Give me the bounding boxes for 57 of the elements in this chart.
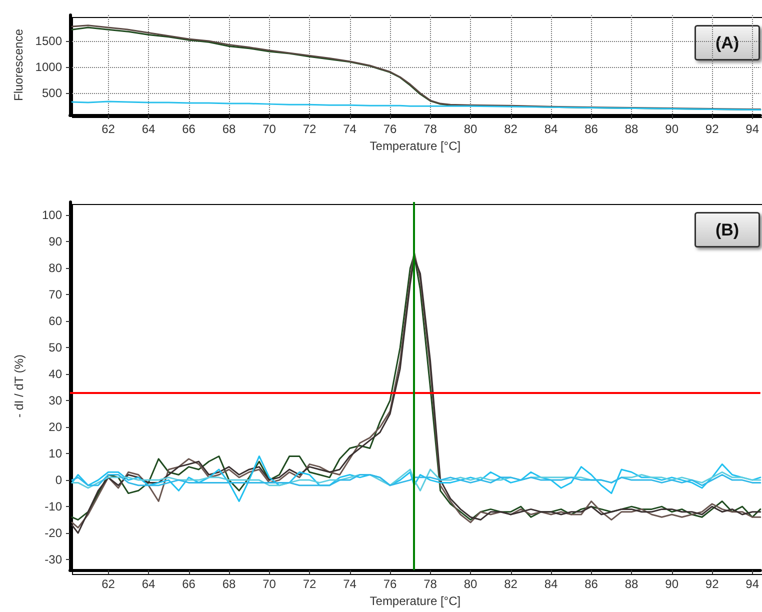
x-tick-label: 92 [705,577,720,592]
annotation: (A) [715,33,740,52]
x-tick-label: 74 [343,577,357,592]
x-tick-label: 88 [624,577,639,592]
y-tick-label: -10 [44,500,62,514]
x-tick-label: 82 [504,122,518,136]
y-tick-label: -30 [44,552,62,567]
x-tick-label: 82 [504,577,518,592]
x-tick-label: 62 [102,577,116,592]
x-tick-label: 64 [142,122,156,136]
x-tick-label: 70 [262,122,276,136]
x-tick-label: 86 [584,577,598,592]
x-tick-label: 90 [665,122,679,136]
y-tick-label: 10 [48,446,62,461]
x-tick-label: 84 [544,122,558,136]
x-tick-label: 94 [746,122,760,136]
y-tick-label: 60 [48,314,62,328]
x-tick-label: 78 [424,577,438,592]
x-tick-label: 70 [262,577,276,592]
y-tick-label: 50 [48,340,62,355]
y-axis-title: Fluorescence [11,28,26,102]
x-tick-label: 72 [302,122,317,136]
y-tick-label: 0 [55,473,62,488]
x-tick-label: 68 [222,577,236,592]
y-tick-label: 1500 [35,34,62,48]
x-tick-label: 74 [343,122,357,136]
x-tick-label: 78 [424,122,438,136]
x-tick-label: 80 [464,577,478,592]
x-tick-label: 76 [383,577,398,592]
x-tick-label: 94 [746,577,760,592]
y-tick-label: 1000 [35,60,62,74]
x-tick-label: 68 [222,122,236,136]
y-tick-label: 70 [48,288,62,302]
x-tick-label: 72 [302,577,317,592]
x-tick-label: 76 [383,122,398,136]
x-tick-label: 64 [142,577,156,592]
x-axis-title: Temperature [°C] [370,594,461,608]
y-tick-label: 20 [48,420,62,434]
x-tick-label: 92 [705,122,720,136]
y-tick-label: 80 [48,261,62,276]
x-tick-label: 80 [464,122,478,136]
annotation: (B) [715,220,740,240]
x-tick-label: 84 [544,577,558,592]
y-tick-label: 100 [42,208,62,222]
y-tick-label: 30 [48,394,62,408]
x-tick-label: 86 [584,122,598,136]
x-axis-title: Temperature [°C] [370,138,461,153]
x-tick-label: 66 [182,122,196,136]
y-tick-label: 500 [42,86,62,100]
x-tick-label: 88 [624,122,639,136]
y-tick-label: 40 [48,367,62,382]
y-tick-label: -20 [44,526,62,540]
x-tick-label: 66 [182,577,196,592]
y-tick-label: 90 [48,234,62,249]
y-axis-title: - dI / dT (%) [12,354,26,418]
x-tick-label: 90 [665,577,679,592]
x-tick-label: 62 [102,122,116,136]
